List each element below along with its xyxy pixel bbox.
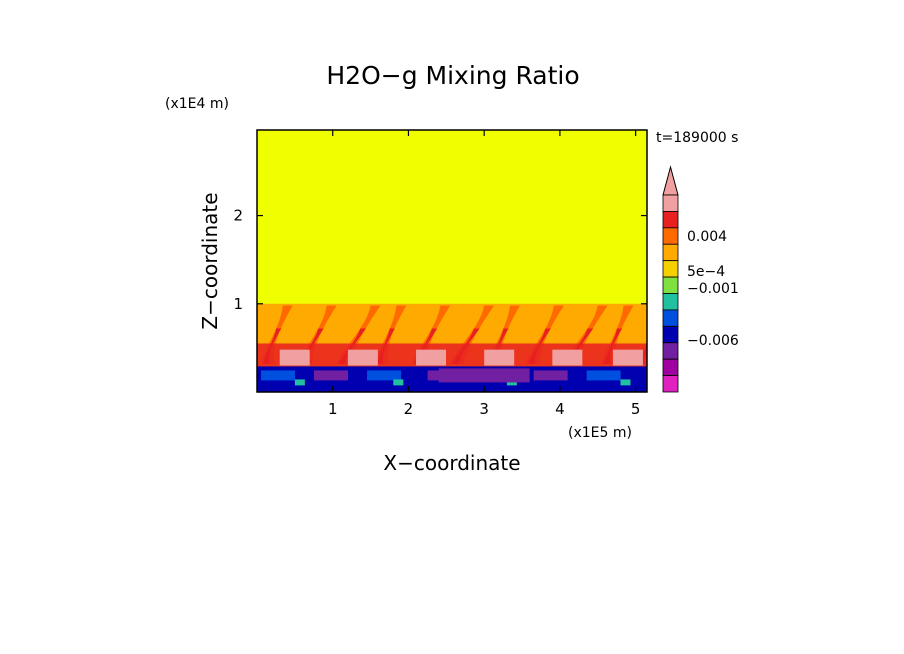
plume-patch: [347, 349, 378, 366]
colorbar-label: 5e−4: [687, 264, 725, 280]
plume-patch: [484, 349, 515, 366]
lower-speck: [620, 379, 631, 386]
plume-lower-band: [257, 343, 647, 368]
colorbar-extend-arrow: [662, 165, 679, 196]
plume-patch: [279, 349, 310, 366]
y-tick-label: 1: [233, 295, 243, 313]
colorbar-label: 0.004: [687, 229, 727, 245]
lower-speck: [294, 379, 305, 386]
colorbar-swatch: [662, 325, 679, 344]
colorbar-swatch: [662, 211, 679, 229]
time-label: t=189000 s: [656, 130, 738, 146]
colorbar-swatch: [662, 342, 679, 360]
y-tick-label: 2: [233, 207, 243, 225]
axis-ticks: 1 2 3 4 5 1 2: [233, 130, 647, 418]
lower-patch: [533, 370, 568, 381]
x-tick-label: 4: [555, 400, 565, 418]
colorbar-label: −0.001: [687, 281, 739, 297]
colorbar: 0.004 5e−4−0.001 −0.006: [662, 165, 739, 393]
lower-patch: [314, 370, 349, 381]
y-axis-unit: (x1E4 m): [165, 96, 229, 112]
x-tick-label: 3: [479, 400, 489, 418]
plume-patch: [416, 349, 447, 366]
colorbar-swatch: [662, 227, 679, 245]
lower-patch: [586, 370, 621, 381]
lower-patch: [261, 370, 295, 381]
lower-patch: [367, 370, 402, 381]
colorbar-swatch: [662, 293, 679, 311]
colorbar-swatch: [662, 276, 679, 294]
x-tick-label: 1: [328, 400, 338, 418]
y-axis-label: Z−coordinate: [198, 192, 222, 329]
field-layers: [257, 130, 647, 392]
plume-patch: [552, 349, 583, 366]
x-tick-label: 5: [631, 400, 641, 418]
plot-frame: [256, 129, 648, 393]
colorbar-swatch: [662, 309, 679, 327]
x-axis-unit: (x1E5 m): [568, 425, 632, 441]
x-axis-label: X−coordinate: [383, 451, 520, 475]
chart-title: H2O−g Mixing Ratio: [326, 61, 579, 90]
colorbar-swatch: [662, 243, 679, 262]
colorbar-swatch: [662, 358, 679, 376]
colorbar-swatch: [662, 375, 679, 393]
lower-violet-zone: [438, 368, 530, 383]
colorbar-label: −0.006: [687, 333, 739, 349]
colorbar-swatch: [662, 194, 679, 212]
plume-patch: [612, 349, 643, 366]
x-tick-label: 2: [404, 400, 414, 418]
plot-area: 1 2 3 4 5 1 2: [233, 129, 648, 418]
lower-speck: [393, 379, 404, 386]
colorbar-swatch: [662, 260, 679, 278]
